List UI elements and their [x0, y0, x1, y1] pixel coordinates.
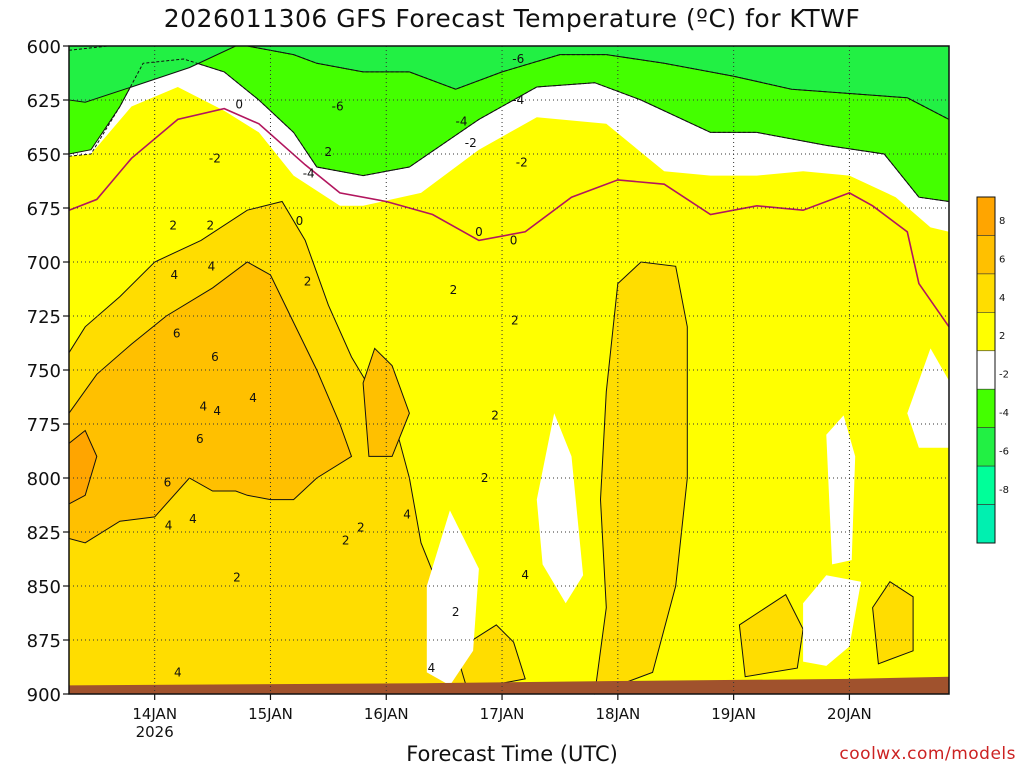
y-tick-label: 600 [27, 37, 61, 58]
contour-label: 2 [452, 605, 460, 619]
colorbar-swatch [976, 388, 996, 428]
contour-label: 2 [304, 274, 312, 288]
x-tick-label: 16JAN [364, 705, 409, 723]
contour-label: 0 [296, 214, 304, 228]
contour-label: 4 [208, 259, 216, 273]
band-plus4-19jan [738, 593, 804, 678]
colorbar-swatch [976, 427, 996, 467]
contour-label: 2 [491, 408, 499, 422]
contour-label: 2 [511, 313, 519, 327]
contour-label: 4 [171, 268, 179, 282]
colorbar-swatch [976, 196, 996, 236]
contour-label: -4 [512, 93, 524, 107]
colorbar-label: -2 [999, 370, 1009, 381]
contour-label: 4 [189, 512, 197, 526]
colorbar: 8 6 4 2 -2 -4 -6 -8 [976, 196, 1009, 544]
x-tick-label: 18JAN [595, 705, 640, 723]
colorbar-label: -4 [999, 408, 1009, 419]
contour-label: -6 [332, 99, 344, 113]
contour-label: -2 [209, 151, 221, 165]
colorbar-label: 8 [999, 216, 1005, 227]
x-tick-label: 14JAN [132, 705, 177, 723]
contour-label: 6 [211, 350, 219, 364]
colorbar-frame [976, 196, 996, 544]
y-tick-label: 850 [27, 577, 61, 598]
colorbar-label: 6 [999, 254, 1005, 265]
y-tick-label: 900 [27, 685, 61, 706]
contour-label: 2 [233, 570, 241, 584]
colorbar-swatch [976, 465, 996, 505]
contour-label: 6 [173, 326, 181, 340]
contour-label: 0 [235, 97, 243, 111]
band-plus6 [68, 261, 353, 544]
band-minus2-pocket [536, 413, 584, 604]
band-minus2-pocket [426, 510, 479, 686]
band-minus2-pocket [826, 415, 856, 565]
colorbar-swatch [976, 312, 996, 352]
contour-label: 2 [357, 521, 365, 535]
colorbar-label: -6 [999, 447, 1009, 458]
colorbar-label: 2 [999, 331, 1005, 342]
x-tick-label: 20JAN [827, 705, 872, 723]
contour-label: 6 [164, 475, 172, 489]
y-tick-label: 725 [27, 307, 61, 328]
x-tick-sublabel: 2026 [136, 723, 174, 741]
band-plus4-20jan [872, 581, 914, 665]
y-tick-label: 775 [27, 415, 61, 436]
y-tick-label: 675 [27, 199, 61, 220]
contour-label: 4 [174, 665, 182, 679]
y-tick-label: 650 [27, 145, 61, 166]
colorbar-swatch [976, 235, 996, 275]
colorbar-swatch [976, 504, 996, 544]
contour-label: 6 [196, 432, 204, 446]
plot-area: 6442464646442-202420-6-42224220-2-424242… [68, 45, 950, 695]
band-minus2-pocket [907, 348, 949, 448]
colorbar-label: -8 [999, 485, 1009, 496]
y-tick-label: 825 [27, 523, 61, 544]
contour-label: 4 [521, 568, 529, 582]
contour-label: 2 [325, 145, 333, 159]
contour-label: 2 [450, 283, 458, 297]
contour-label: 0 [510, 233, 518, 247]
band-minus2-pocket [803, 575, 861, 666]
x-tick-label: 19JAN [711, 705, 756, 723]
y-tick-label: 700 [27, 253, 61, 274]
colorbar-label: 4 [999, 293, 1005, 304]
y-tick-label: 625 [27, 91, 61, 112]
contour-label: 0 [475, 225, 483, 239]
terrain [69, 676, 949, 694]
y-tick-label: 800 [27, 469, 61, 490]
contour-label: -2 [465, 136, 477, 150]
contour-label: 4 [428, 661, 436, 675]
contour-minus4 [68, 58, 950, 202]
contour-label: -2 [516, 156, 528, 170]
contour-zero [68, 107, 950, 328]
chart-title: 2026011306 GFS Forecast Temperature (ºC)… [163, 4, 861, 33]
x-tick-label: 17JAN [480, 705, 525, 723]
contour-label: 4 [403, 508, 411, 522]
contour-minus6 [68, 45, 950, 120]
contour-label: 4 [249, 391, 257, 405]
contour-label: 2 [169, 218, 177, 232]
y-tick-label: 875 [27, 631, 61, 652]
contour-label: -4 [456, 115, 468, 129]
contour-label: 2 [342, 534, 350, 548]
credit-link[interactable]: coolwx.com/models [839, 744, 1016, 764]
contour-label: 4 [165, 519, 173, 533]
contour-label: 4 [199, 400, 207, 414]
contour-label: 2 [206, 218, 214, 232]
contour-label: 2 [481, 471, 489, 485]
contour-label: -6 [512, 52, 524, 66]
y-axis: 600 625 650 675 700 725 750 775 800 825 850 875 900 [27, 37, 69, 706]
x-tick-label: 15JAN [248, 705, 293, 723]
contour-label: -4 [303, 166, 315, 180]
colorbar-swatch [976, 350, 996, 390]
contour-label: 4 [213, 404, 221, 418]
y-tick-label: 750 [27, 361, 61, 382]
colorbar-swatch [976, 273, 996, 313]
x-axis-label: Forecast Time (UTC) [406, 742, 618, 766]
